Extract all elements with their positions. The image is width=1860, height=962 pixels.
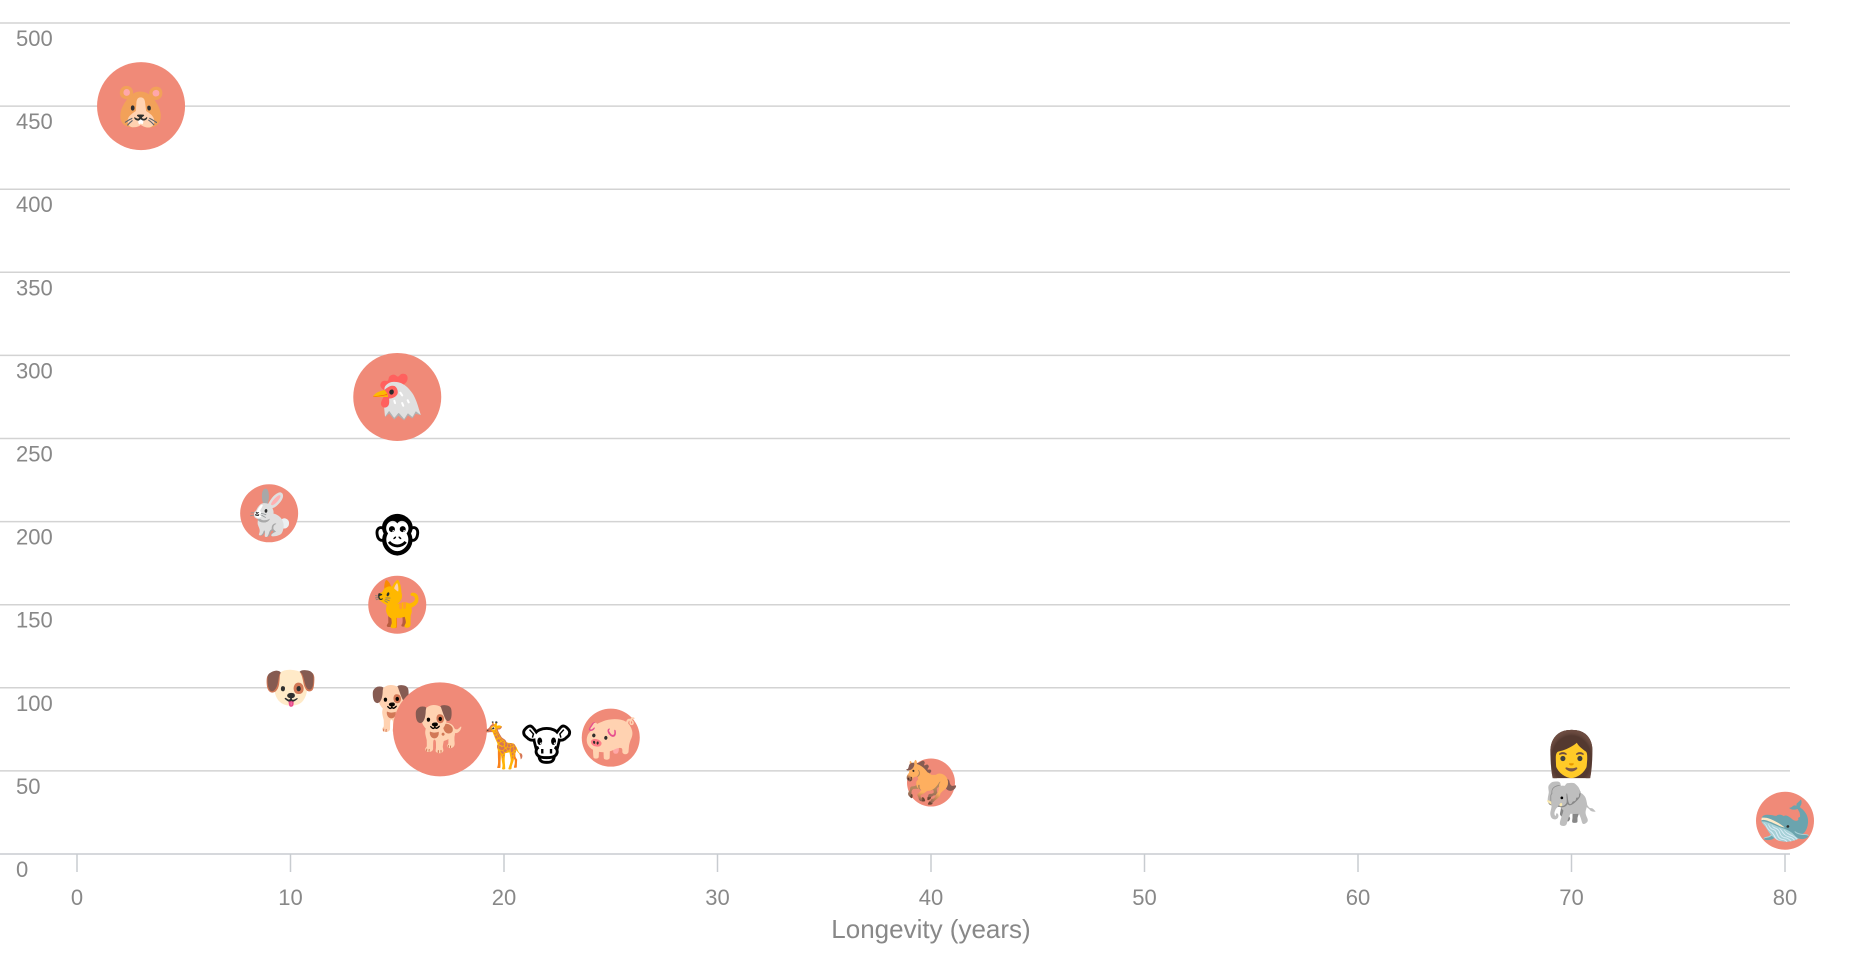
y-tick-label: 450 xyxy=(16,109,53,134)
y-tick-label: 100 xyxy=(16,691,53,716)
monkey-icon: 🐵 xyxy=(372,513,423,564)
y-tick-label: 50 xyxy=(16,774,40,799)
y-tick-label: 500 xyxy=(16,26,53,51)
gridlines xyxy=(0,22,1790,772)
y-tick-label: 250 xyxy=(16,442,53,467)
y-tick-label: 300 xyxy=(16,358,53,383)
y-tick-label: 0 xyxy=(16,857,28,882)
data-point: 🐇 xyxy=(240,484,299,543)
whale-icon: 🐋 xyxy=(1758,795,1813,846)
data-point: 🐘 xyxy=(1544,779,1599,830)
axes: 0 50 100 150 200 250 300 350 400 450 500 0 10 20 30 40 5… xyxy=(0,26,1797,910)
elephant-icon: 🐘 xyxy=(1544,779,1599,830)
bubble-marker xyxy=(240,484,299,543)
data-point: 🐵 xyxy=(372,513,423,564)
giraffe-icon: 🦒 xyxy=(477,720,532,771)
cow-icon: 🐮 xyxy=(521,720,573,771)
bubble-marker xyxy=(97,62,186,151)
x-axis-title: Longevity (years) xyxy=(831,914,1030,944)
bubble-marker xyxy=(1756,791,1814,850)
x-tick-label: 60 xyxy=(1346,885,1370,910)
data-point: 🐕 xyxy=(392,682,487,777)
data-point: 🐶 xyxy=(263,662,318,713)
rabbit-icon: 🐇 xyxy=(242,488,297,539)
bubble-marker xyxy=(392,682,487,777)
data-point: 🐈 xyxy=(368,575,427,634)
y-tick-label: 400 xyxy=(16,192,53,217)
bubble-marker xyxy=(353,352,442,441)
chicken-icon: 🐔 xyxy=(370,371,425,422)
horse-icon: 🐎 xyxy=(904,757,959,808)
data-point: 🐖 xyxy=(581,708,640,767)
x-tick-label: 0 xyxy=(71,885,83,910)
data-point: 🐋 xyxy=(1756,791,1814,850)
y-tick-label: 200 xyxy=(16,525,53,550)
data-points: 🐹🐔🐇 🐵🐈🐶 🐕🐕 🦒🐮 🐖🐎👩🐘 🐋 xyxy=(97,62,1814,850)
x-tick-label: 40 xyxy=(919,885,943,910)
x-tick-label: 10 xyxy=(278,885,302,910)
pug-icon: 🐶 xyxy=(263,662,318,713)
bubble-marker xyxy=(907,758,955,807)
pig-icon: 🐖 xyxy=(583,712,638,763)
bubble-marker xyxy=(368,575,427,634)
woman-icon: 👩 xyxy=(1544,729,1599,780)
data-point: 🐎 xyxy=(904,757,959,808)
x-tick-label: 50 xyxy=(1132,885,1156,910)
x-tick-label: 20 xyxy=(492,885,516,910)
dog-icon: 🐕 xyxy=(413,704,468,755)
data-point: 👩 xyxy=(1544,729,1599,780)
data-point: 🐔 xyxy=(353,352,442,441)
bubble-marker xyxy=(581,708,640,767)
x-tick-label: 30 xyxy=(705,885,729,910)
x-tick-label: 80 xyxy=(1773,885,1797,910)
cat-icon: 🐈 xyxy=(370,579,425,630)
hamster-icon: 🐹 xyxy=(114,81,169,132)
data-point: 🐮 xyxy=(521,720,573,771)
y-tick-label: 350 xyxy=(16,275,53,300)
data-point: 🐹 xyxy=(97,62,186,151)
x-tick-label: 70 xyxy=(1559,885,1583,910)
data-point: 🦒 xyxy=(477,720,532,771)
y-tick-label: 150 xyxy=(16,608,53,633)
